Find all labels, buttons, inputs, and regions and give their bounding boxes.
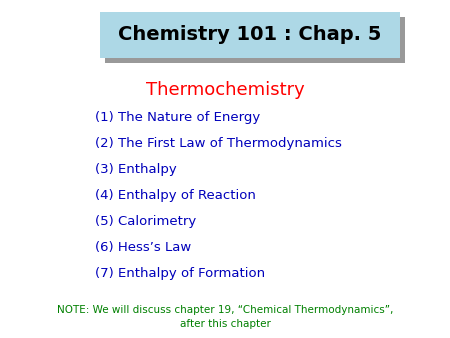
Text: (7) Enthalpy of Formation: (7) Enthalpy of Formation [95,267,265,281]
FancyBboxPatch shape [105,17,405,63]
Text: after this chapter: after this chapter [180,319,270,329]
Text: (5) Calorimetry: (5) Calorimetry [95,216,196,228]
Text: (3) Enthalpy: (3) Enthalpy [95,164,177,176]
FancyBboxPatch shape [100,12,400,58]
Text: (4) Enthalpy of Reaction: (4) Enthalpy of Reaction [95,190,256,202]
Text: (2) The First Law of Thermodynamics: (2) The First Law of Thermodynamics [95,138,342,150]
Text: Thermochemistry: Thermochemistry [146,81,304,99]
Text: NOTE: We will discuss chapter 19, “Chemical Thermodynamics”,: NOTE: We will discuss chapter 19, “Chemi… [57,305,393,315]
Text: (1) The Nature of Energy: (1) The Nature of Energy [95,112,260,124]
Text: Chemistry 101 : Chap. 5: Chemistry 101 : Chap. 5 [118,25,382,45]
Text: (6) Hess’s Law: (6) Hess’s Law [95,241,191,255]
